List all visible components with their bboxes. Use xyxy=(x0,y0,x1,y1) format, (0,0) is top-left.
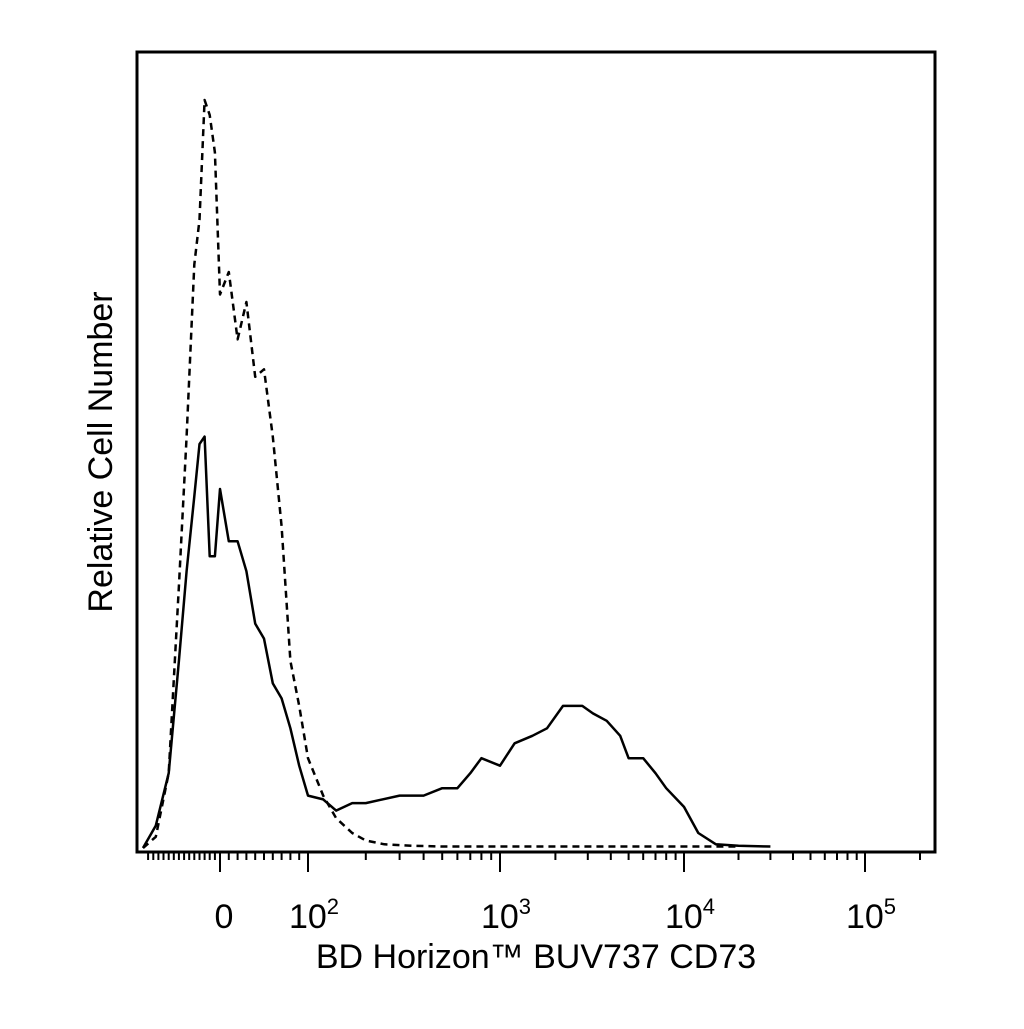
x-tick-label: 0 xyxy=(215,898,234,936)
series-line-solid xyxy=(141,435,771,849)
y-axis-title: Relative Cell Number xyxy=(82,291,120,612)
x-tick-label: 103 xyxy=(481,894,531,936)
x-axis-tick-labels: 0 102 103 104 105 xyxy=(215,894,897,936)
x-tick-label: 105 xyxy=(846,894,896,936)
plot-frame xyxy=(135,50,937,854)
x-tick-label: 104 xyxy=(665,894,715,936)
x-axis-title: BD Horizon™ BUV737 CD73 xyxy=(316,938,756,976)
series-lines xyxy=(141,98,771,849)
x-tick-label: 102 xyxy=(289,894,339,936)
series-line-dashed xyxy=(142,98,739,849)
x-axis-ticks xyxy=(147,852,921,872)
